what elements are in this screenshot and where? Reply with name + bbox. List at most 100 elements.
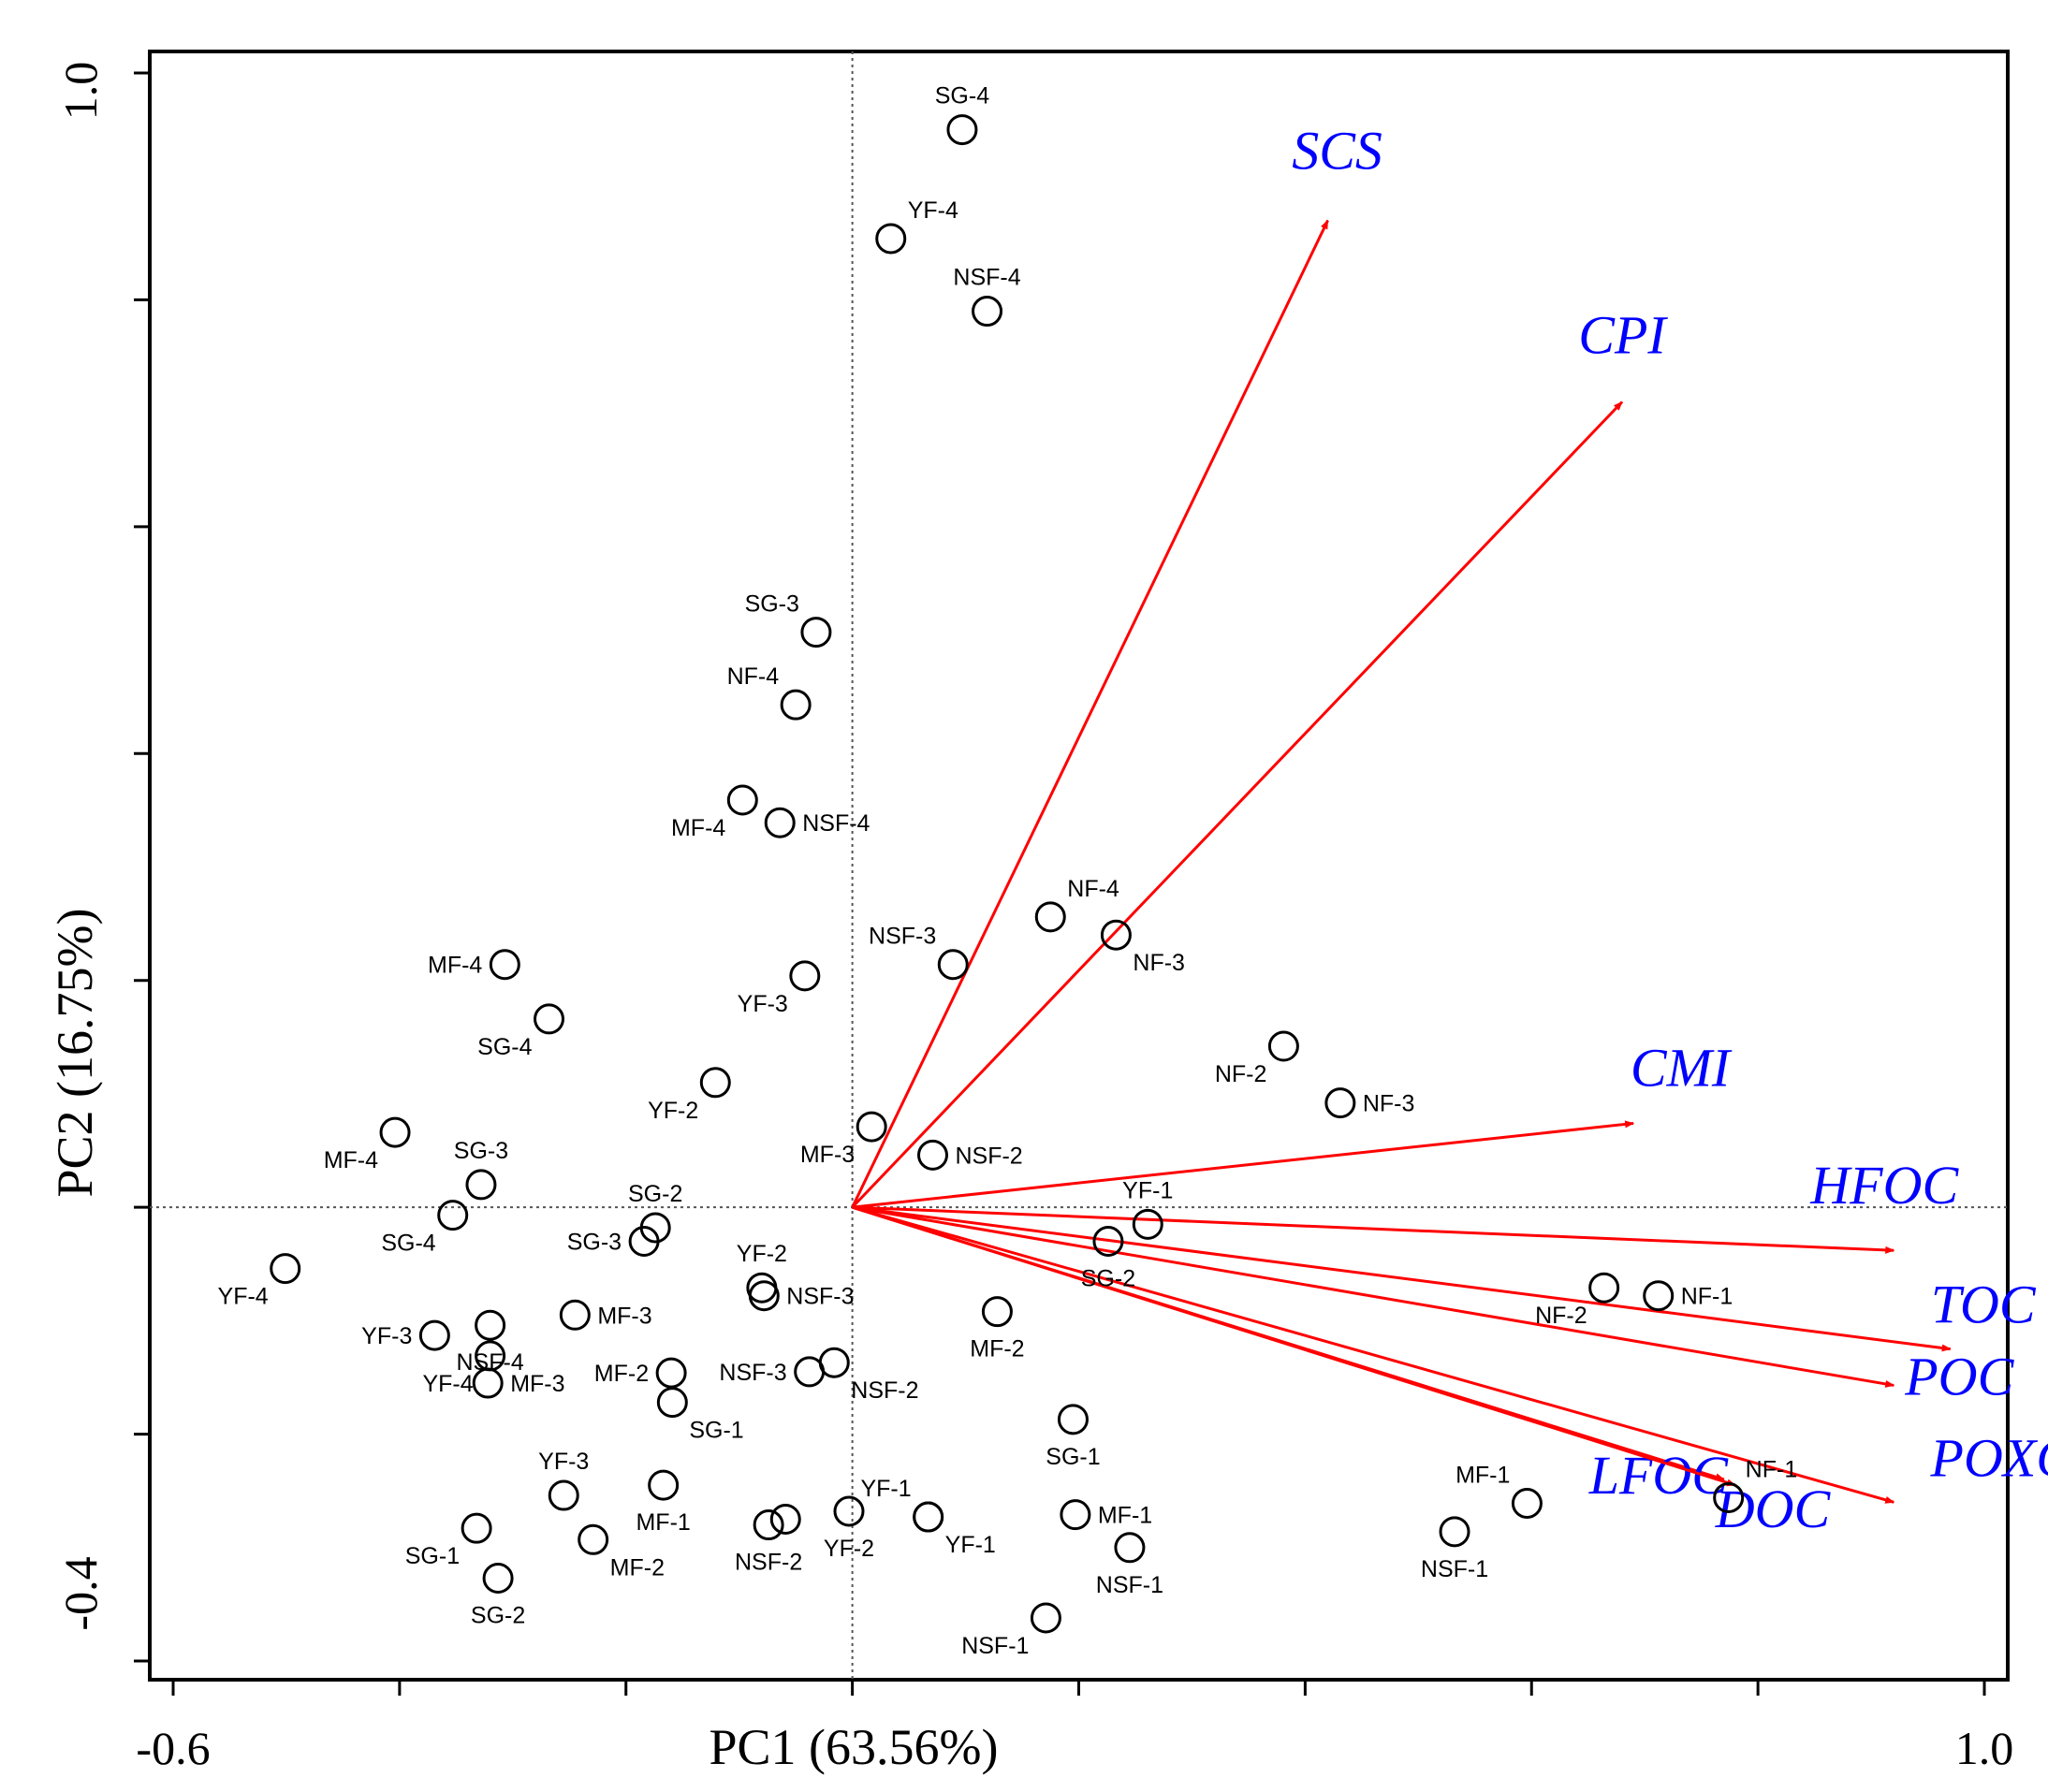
point-label: MF-3	[597, 1303, 651, 1329]
point-label: NF-4	[727, 663, 780, 690]
sample-point	[1267, 1030, 1299, 1062]
sample-point	[270, 1253, 301, 1285]
sample-point	[916, 1139, 948, 1171]
sample-point	[461, 1512, 492, 1544]
arrow-cpi	[851, 401, 1624, 1209]
point-label: NSF-3	[719, 1360, 786, 1386]
variable-label-toc: TOC	[1931, 1275, 2037, 1335]
sample-point	[769, 1503, 801, 1535]
y-tick-label-min: -0.4	[54, 1556, 107, 1630]
point-label: NF-1	[1681, 1284, 1733, 1310]
variable-label-cmi: CMI	[1631, 1037, 1733, 1098]
point-label: SG-2	[1081, 1266, 1135, 1292]
point-label: NSF-2	[735, 1550, 802, 1576]
arrow-poc	[852, 1205, 1895, 1388]
point-label: NSF-1	[1096, 1572, 1163, 1598]
variable-label-doc: DOC	[1715, 1479, 1832, 1539]
sample-point	[1439, 1516, 1470, 1548]
sample-point	[628, 1226, 660, 1258]
point-label: MF-4	[671, 815, 725, 841]
point-label: MF-3	[800, 1142, 855, 1168]
sample-point	[648, 1469, 680, 1501]
sample-point	[379, 1116, 411, 1148]
sample-point	[764, 807, 796, 838]
point-label: YF-3	[738, 991, 788, 1017]
sample-point	[1588, 1272, 1620, 1304]
point-label: YF-2	[824, 1536, 874, 1562]
point-label: YF-2	[737, 1241, 787, 1267]
point-label: NF-3	[1133, 950, 1185, 976]
sample-point	[833, 1495, 865, 1527]
sample-point	[437, 1200, 469, 1231]
sample-point	[534, 1003, 565, 1035]
sample-point	[548, 1479, 579, 1511]
variable-label-scs: SCS	[1292, 121, 1382, 182]
point-label: MF-1	[636, 1509, 690, 1536]
sample-point	[1030, 1602, 1061, 1634]
sample-point	[972, 296, 1003, 328]
sample-point	[1324, 1087, 1356, 1119]
sample-point	[489, 949, 520, 981]
sample-point	[475, 1340, 506, 1372]
y-tick-label-max: 1.0	[54, 62, 107, 121]
loading-arrows: SCSCPICMIHFOCTOCPOCPOXCLFOCDOC	[851, 121, 2048, 1539]
point-label: SG-3	[567, 1230, 622, 1256]
x-tick-label-min: -0.6	[136, 1722, 210, 1774]
point-label: NF-3	[1363, 1091, 1415, 1117]
sample-point	[482, 1563, 514, 1595]
point-label: YF-3	[361, 1323, 412, 1349]
axis-ticks	[134, 71, 1986, 1696]
sample-point	[780, 689, 812, 721]
arrow-scs	[851, 219, 1329, 1208]
point-label: SG-2	[628, 1181, 682, 1207]
x-tick-label-max: 1.0	[1955, 1722, 2014, 1774]
sample-point	[559, 1299, 591, 1331]
point-label: MF-4	[324, 1147, 378, 1173]
point-label: SG-1	[405, 1543, 460, 1569]
point-label: MF-2	[970, 1336, 1024, 1362]
sample-point	[1713, 1481, 1745, 1513]
arrow-poxc	[852, 1205, 1895, 1504]
point-label: MF-2	[594, 1361, 649, 1387]
sample-point	[946, 114, 978, 146]
plot-frame	[148, 50, 2010, 1682]
point-label: MF-2	[610, 1554, 665, 1581]
reference-lines	[150, 51, 2008, 1680]
arrow-hfoc	[852, 1205, 1895, 1254]
point-label: NF-1	[1746, 1456, 1798, 1482]
sample-point	[789, 960, 821, 992]
variable-label-cpi: CPI	[1578, 305, 1668, 366]
sample-point	[1092, 1226, 1124, 1258]
y-axis-title: PC2 (16.75%)	[47, 909, 103, 1198]
sample-point	[913, 1501, 944, 1533]
point-label: SG-3	[745, 591, 799, 618]
point-label: YF-4	[218, 1284, 269, 1310]
point-label: YF-4	[908, 197, 958, 224]
arrow-toc	[852, 1205, 1952, 1352]
point-label: NSF-3	[786, 1284, 854, 1310]
point-label: NF-2	[1535, 1303, 1587, 1329]
point-label: NF-4	[1067, 876, 1119, 902]
point-label: NSF-4	[457, 1349, 524, 1376]
point-label: SG-4	[935, 83, 989, 109]
variable-label-poc: POC	[1904, 1346, 2014, 1406]
sample-point	[1132, 1208, 1163, 1240]
point-label: SG-2	[471, 1603, 525, 1629]
sample-point	[699, 1067, 731, 1099]
sample-point	[856, 1111, 887, 1143]
point-label: SG-4	[477, 1034, 532, 1060]
point-label: YF-4	[422, 1371, 473, 1397]
point-label: SG-1	[689, 1418, 743, 1444]
sample-point	[656, 1387, 688, 1419]
point-label: MF-1	[1098, 1503, 1152, 1529]
point-label: YF-1	[945, 1532, 996, 1558]
point-label: MF-4	[428, 953, 482, 979]
point-label: YF-2	[648, 1098, 698, 1124]
sample-point	[1114, 1532, 1146, 1564]
sample-point	[875, 223, 907, 255]
point-label: NSF-4	[953, 265, 1020, 291]
point-label: NSF-2	[851, 1377, 918, 1404]
point-label: NSF-3	[869, 924, 936, 950]
